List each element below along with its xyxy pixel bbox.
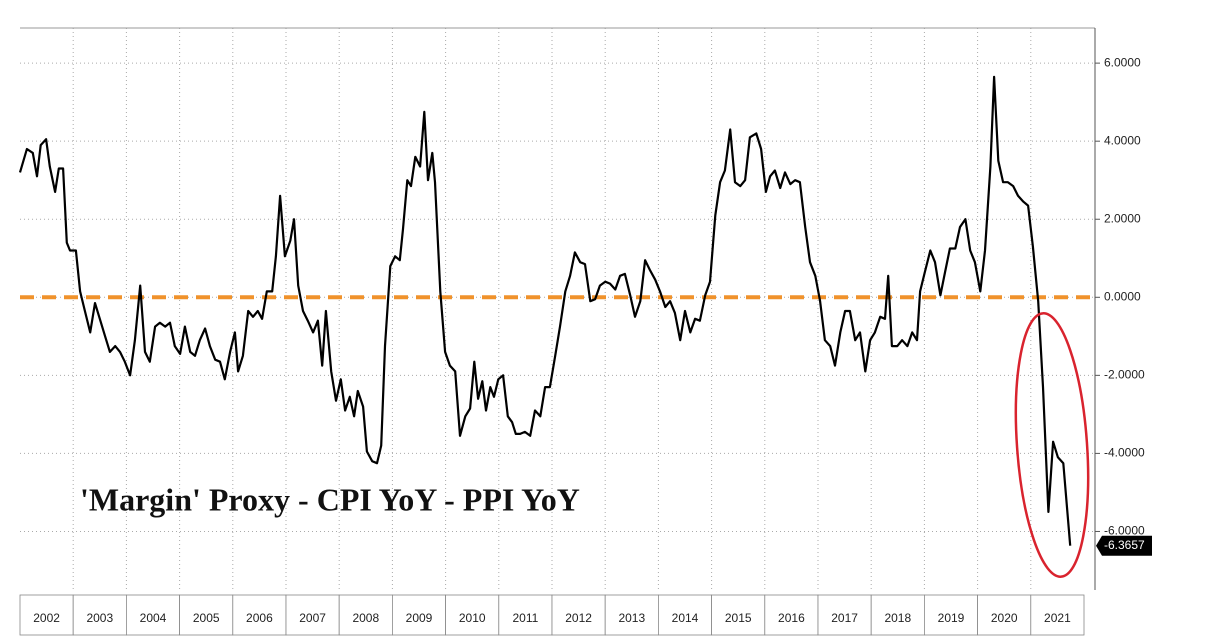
- x-tick-box: [338, 594, 393, 636]
- x-tick-label: 2015: [725, 611, 752, 625]
- x-tick-box: [498, 594, 553, 636]
- x-tick-label: 2006: [246, 611, 273, 625]
- x-tick-box: [658, 594, 713, 636]
- x-tick-label: 2021: [1044, 611, 1071, 625]
- x-tick-label: 2003: [86, 611, 113, 625]
- marks: [18, 75, 1095, 546]
- x-tick-box: [551, 594, 606, 636]
- x-tick-label: 2005: [193, 611, 220, 625]
- x-tick-box: [1030, 594, 1085, 636]
- x-tick-label: 2011: [512, 611, 538, 625]
- highlight-ellipse: [1014, 312, 1090, 578]
- y-tick-label: 0.0000: [1104, 289, 1141, 303]
- y-tick-label: 2.0000: [1104, 211, 1141, 225]
- y-tick-label: -6.0000: [1104, 524, 1145, 538]
- x-tick-box: [924, 594, 979, 636]
- x-tick-label: 2002: [33, 611, 60, 625]
- last-value-box: [1096, 535, 1152, 556]
- y-tick-label: 6.0000: [1104, 55, 1141, 69]
- x-tick-label: 2018: [884, 611, 911, 625]
- x-tick-label: 2017: [831, 611, 858, 625]
- x-tick-label: 2009: [406, 611, 433, 625]
- x-tick-box: [604, 594, 659, 636]
- last-value-label: -6.3657: [1104, 538, 1145, 552]
- x-tick-label: 2012: [565, 611, 592, 625]
- x-tick-box: [126, 594, 181, 636]
- grid: [20, 28, 1095, 590]
- x-tick-label: 2016: [778, 611, 805, 625]
- x-tick-box: [19, 594, 74, 636]
- x-tick-box: [285, 594, 340, 636]
- x-tick-label: 2008: [352, 611, 379, 625]
- x-tick-box: [711, 594, 766, 636]
- x-tick-label: 2010: [459, 611, 486, 625]
- x-tick-label: 2019: [938, 611, 965, 625]
- x-tick-label: 2007: [299, 611, 326, 625]
- x-tick-box: [977, 594, 1032, 636]
- x-tick-box: [179, 594, 234, 636]
- x-tick-box: [445, 594, 500, 636]
- x-tick-label: 2013: [618, 611, 645, 625]
- x-tick-label: 2004: [140, 611, 167, 625]
- y-tick-label: -2.0000: [1104, 368, 1145, 382]
- x-tick-box: [817, 594, 872, 636]
- x-tick-box: [391, 594, 446, 636]
- x-tick-label: 2020: [991, 611, 1018, 625]
- x-tick-label: 2014: [672, 611, 699, 625]
- y-tick-label: 4.0000: [1104, 133, 1141, 147]
- data-line: [18, 75, 1072, 546]
- x-tick-box: [232, 594, 287, 636]
- y-tick-label: -4.0000: [1104, 446, 1145, 460]
- chart-title: 'Margin' Proxy - CPI YoY - PPI YoY: [80, 481, 580, 517]
- x-tick-box: [870, 594, 925, 636]
